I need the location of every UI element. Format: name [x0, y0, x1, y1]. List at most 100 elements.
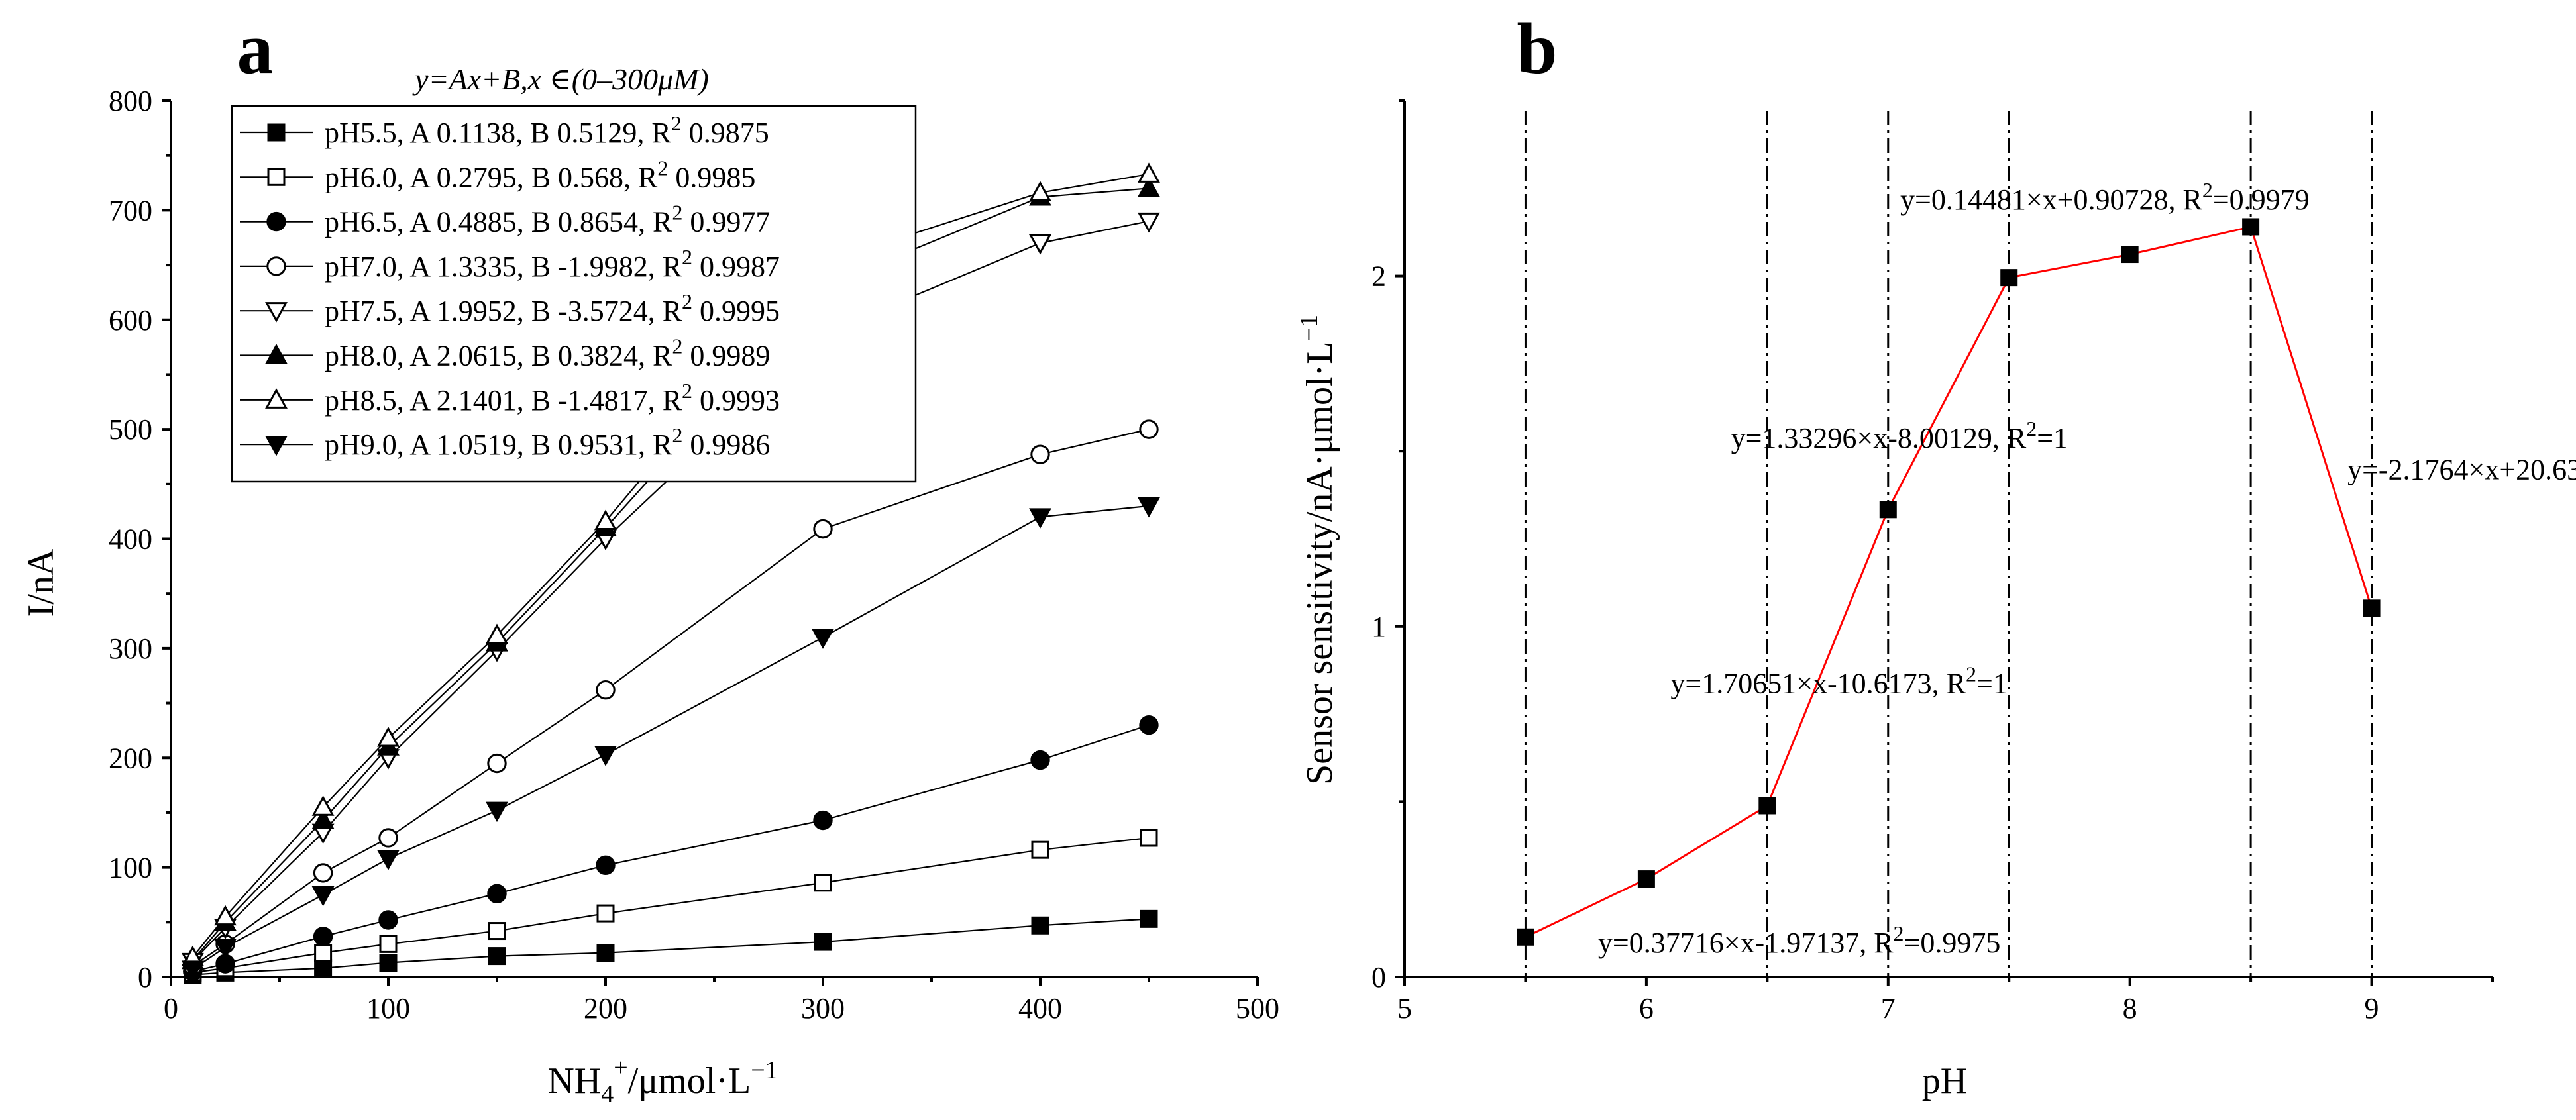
data-point-pH5.5 [814, 933, 832, 951]
data-point-pH9.0 [812, 629, 834, 649]
data-point-pH7.0 [813, 519, 833, 539]
sensitivity-data-point [2242, 218, 2260, 236]
data-point-pH6.5 [378, 910, 398, 930]
y-tick-label: 400 [109, 523, 152, 556]
data-point-pH5.5 [1140, 909, 1158, 928]
panel-a-x-axis-label: NH4+/μmol·L−1 [547, 1054, 777, 1108]
panel-a-equation-title: y=Ax+B,x ∈(0–300μM) [412, 62, 709, 96]
data-point-pH8.5 [1029, 181, 1051, 201]
data-point-pH9.0 [486, 801, 508, 823]
fit-equation-annotation: y=0.37716×x-1.97137, R2=0.9975 [1598, 921, 2000, 959]
y-tick-label: 800 [109, 85, 152, 117]
x-label-sub: 4 [601, 1080, 614, 1108]
panel-b-y-label-exp: −1 [1295, 315, 1323, 341]
x-tick-label: 200 [584, 992, 627, 1025]
data-point-pH5.5 [379, 954, 398, 972]
data-point-pH7.5 [1029, 234, 1051, 255]
panel-a-axes: 0 100 200 300 400 500 0 100 200 300 400 500 600 700 80… [109, 85, 1279, 1025]
data-point-pH6.5 [596, 855, 616, 876]
legend-label-pH6.0: pH6.0, A 0.2795, B 0.568, R2 0.9985 [325, 156, 755, 193]
data-point-pH9.0 [377, 850, 400, 870]
data-point-pH7.0 [378, 828, 398, 848]
data-point-pH6.0 [488, 922, 506, 941]
panel-b-y-label-text: Sensor sensitivity/nA·μmol·L [1299, 342, 1340, 785]
x-tick-label: 500 [1236, 992, 1279, 1025]
data-point-pH9.0 [181, 960, 204, 981]
data-point-pH9.0 [1138, 497, 1160, 518]
sensitivity-data-point [1879, 501, 1897, 519]
panel-a-y-axis-label: I/nA [21, 548, 62, 617]
data-point-pH9.0 [1029, 508, 1051, 529]
panel-a-label: a [237, 8, 274, 89]
data-point-pH6.0 [1140, 829, 1158, 847]
legend-label-pH8.0: pH8.0, A 2.0615, B 0.3824, R2 0.9989 [325, 334, 770, 372]
sensitivity-data-point [2363, 599, 2381, 617]
legend-marker-pH7.0 [266, 256, 286, 276]
fit-equation-annotation: y=-2.1764×x+20.6395,R2=1 [2347, 448, 2576, 486]
data-point-pH6.0 [379, 935, 398, 953]
data-point-pH7.0 [487, 753, 507, 774]
legend-marker-pH6.5 [266, 211, 286, 232]
legend-label-pH9.0: pH9.0, A 1.0519, B 0.9531, R2 0.9986 [325, 423, 770, 461]
x-label-nh: NH [547, 1060, 601, 1101]
data-point-pH8.0 [311, 809, 335, 829]
legend-label-pH5.5: pH5.5, A 0.1138, B 0.5129, R2 0.9875 [325, 111, 769, 149]
data-point-pH8.5 [377, 726, 400, 747]
legend-marker-pH9.0 [265, 436, 288, 456]
x-label-unit: /μmol·L [628, 1060, 751, 1101]
data-point-pH8.5 [311, 795, 335, 816]
series-line-pH6.0 [192, 837, 1150, 974]
y-tick-label: 0 [138, 961, 152, 993]
y-tick-label: 500 [109, 413, 152, 446]
legend-label-pH7.0: pH7.0, A 1.3335, B -1.9982, R2 0.9987 [325, 245, 780, 283]
data-point-pH7.5 [1138, 212, 1160, 233]
data-point-pH6.5 [487, 884, 507, 904]
data-point-pH6.5 [313, 927, 333, 946]
data-point-pH6.0 [814, 874, 832, 892]
data-point-pH7.0 [1139, 419, 1159, 439]
legend-marker-pH7.5 [265, 302, 288, 323]
sensitivity-data-point [2121, 246, 2139, 264]
sensitivity-data-point [1517, 928, 1534, 946]
panel-b-annotations: y=0.37716×x-1.97137, R2=0.9975 y=1.70651×… [1598, 178, 2576, 959]
series-line-pH9.0 [192, 505, 1150, 970]
x-tick-label: 8 [2123, 992, 2137, 1025]
series-line-pH6.5 [192, 724, 1150, 972]
data-point-pH6.5 [1139, 715, 1159, 735]
x-label-sup: + [614, 1054, 627, 1082]
x-tick-label: 7 [1881, 992, 1896, 1025]
legend-label-pH6.5: pH6.5, A 0.4885, B 0.8654, R2 0.9977 [325, 201, 770, 238]
sensitivity-line [1525, 225, 2373, 939]
data-point-pH8.5 [486, 623, 508, 644]
x-tick-label: 300 [801, 992, 845, 1025]
data-point-pH7.0 [596, 680, 616, 700]
y-tick-label: 1 [1371, 611, 1386, 643]
fit-equation-annotation: y=0.14481×x+0.90728, R2=0.9979 [1900, 178, 2310, 216]
fit-equation-annotation: y=1.70651×x-10.6173, R2=1 [1670, 662, 2007, 699]
x-tick-label: 9 [2365, 992, 2379, 1025]
y-tick-label: 100 [109, 852, 152, 884]
legend-label-pH8.5: pH8.5, A 2.1401, B -1.4817, R2 0.9993 [325, 379, 780, 417]
data-point-pH6.5 [1030, 750, 1050, 770]
data-point-pH6.0 [596, 904, 615, 923]
data-point-pH6.0 [1031, 840, 1049, 859]
legend-box [231, 105, 917, 483]
x-tick-label: 6 [1639, 992, 1654, 1025]
x-tick-label: 0 [164, 992, 178, 1025]
data-point-pH8.0 [1138, 176, 1160, 197]
y-tick-label: 200 [109, 742, 152, 774]
panel-b: b 5 6 7 8 9 0 1 2 y=0.37716×x-1.97137, R2=0.997… [1295, 8, 2576, 1101]
data-point-pH5.5 [314, 959, 333, 978]
panel-b-series [1517, 218, 2381, 946]
data-point-pH8.5 [594, 509, 617, 531]
y-tick-label: 300 [109, 633, 152, 665]
data-point-pH5.5 [488, 947, 506, 966]
legend-marker-pH8.0 [265, 344, 288, 364]
fit-equation-annotation: y=1.33296×x-8.00129, R2=1 [1731, 417, 2068, 454]
data-point-pH8.5 [214, 905, 237, 926]
legend-label-pH7.5: pH7.5, A 1.9952, B -3.5724, R2 0.9995 [325, 289, 780, 327]
data-point-pH9.0 [311, 886, 335, 907]
series-line-pH5.5 [192, 918, 1150, 976]
data-point-pH7.0 [1030, 444, 1050, 464]
